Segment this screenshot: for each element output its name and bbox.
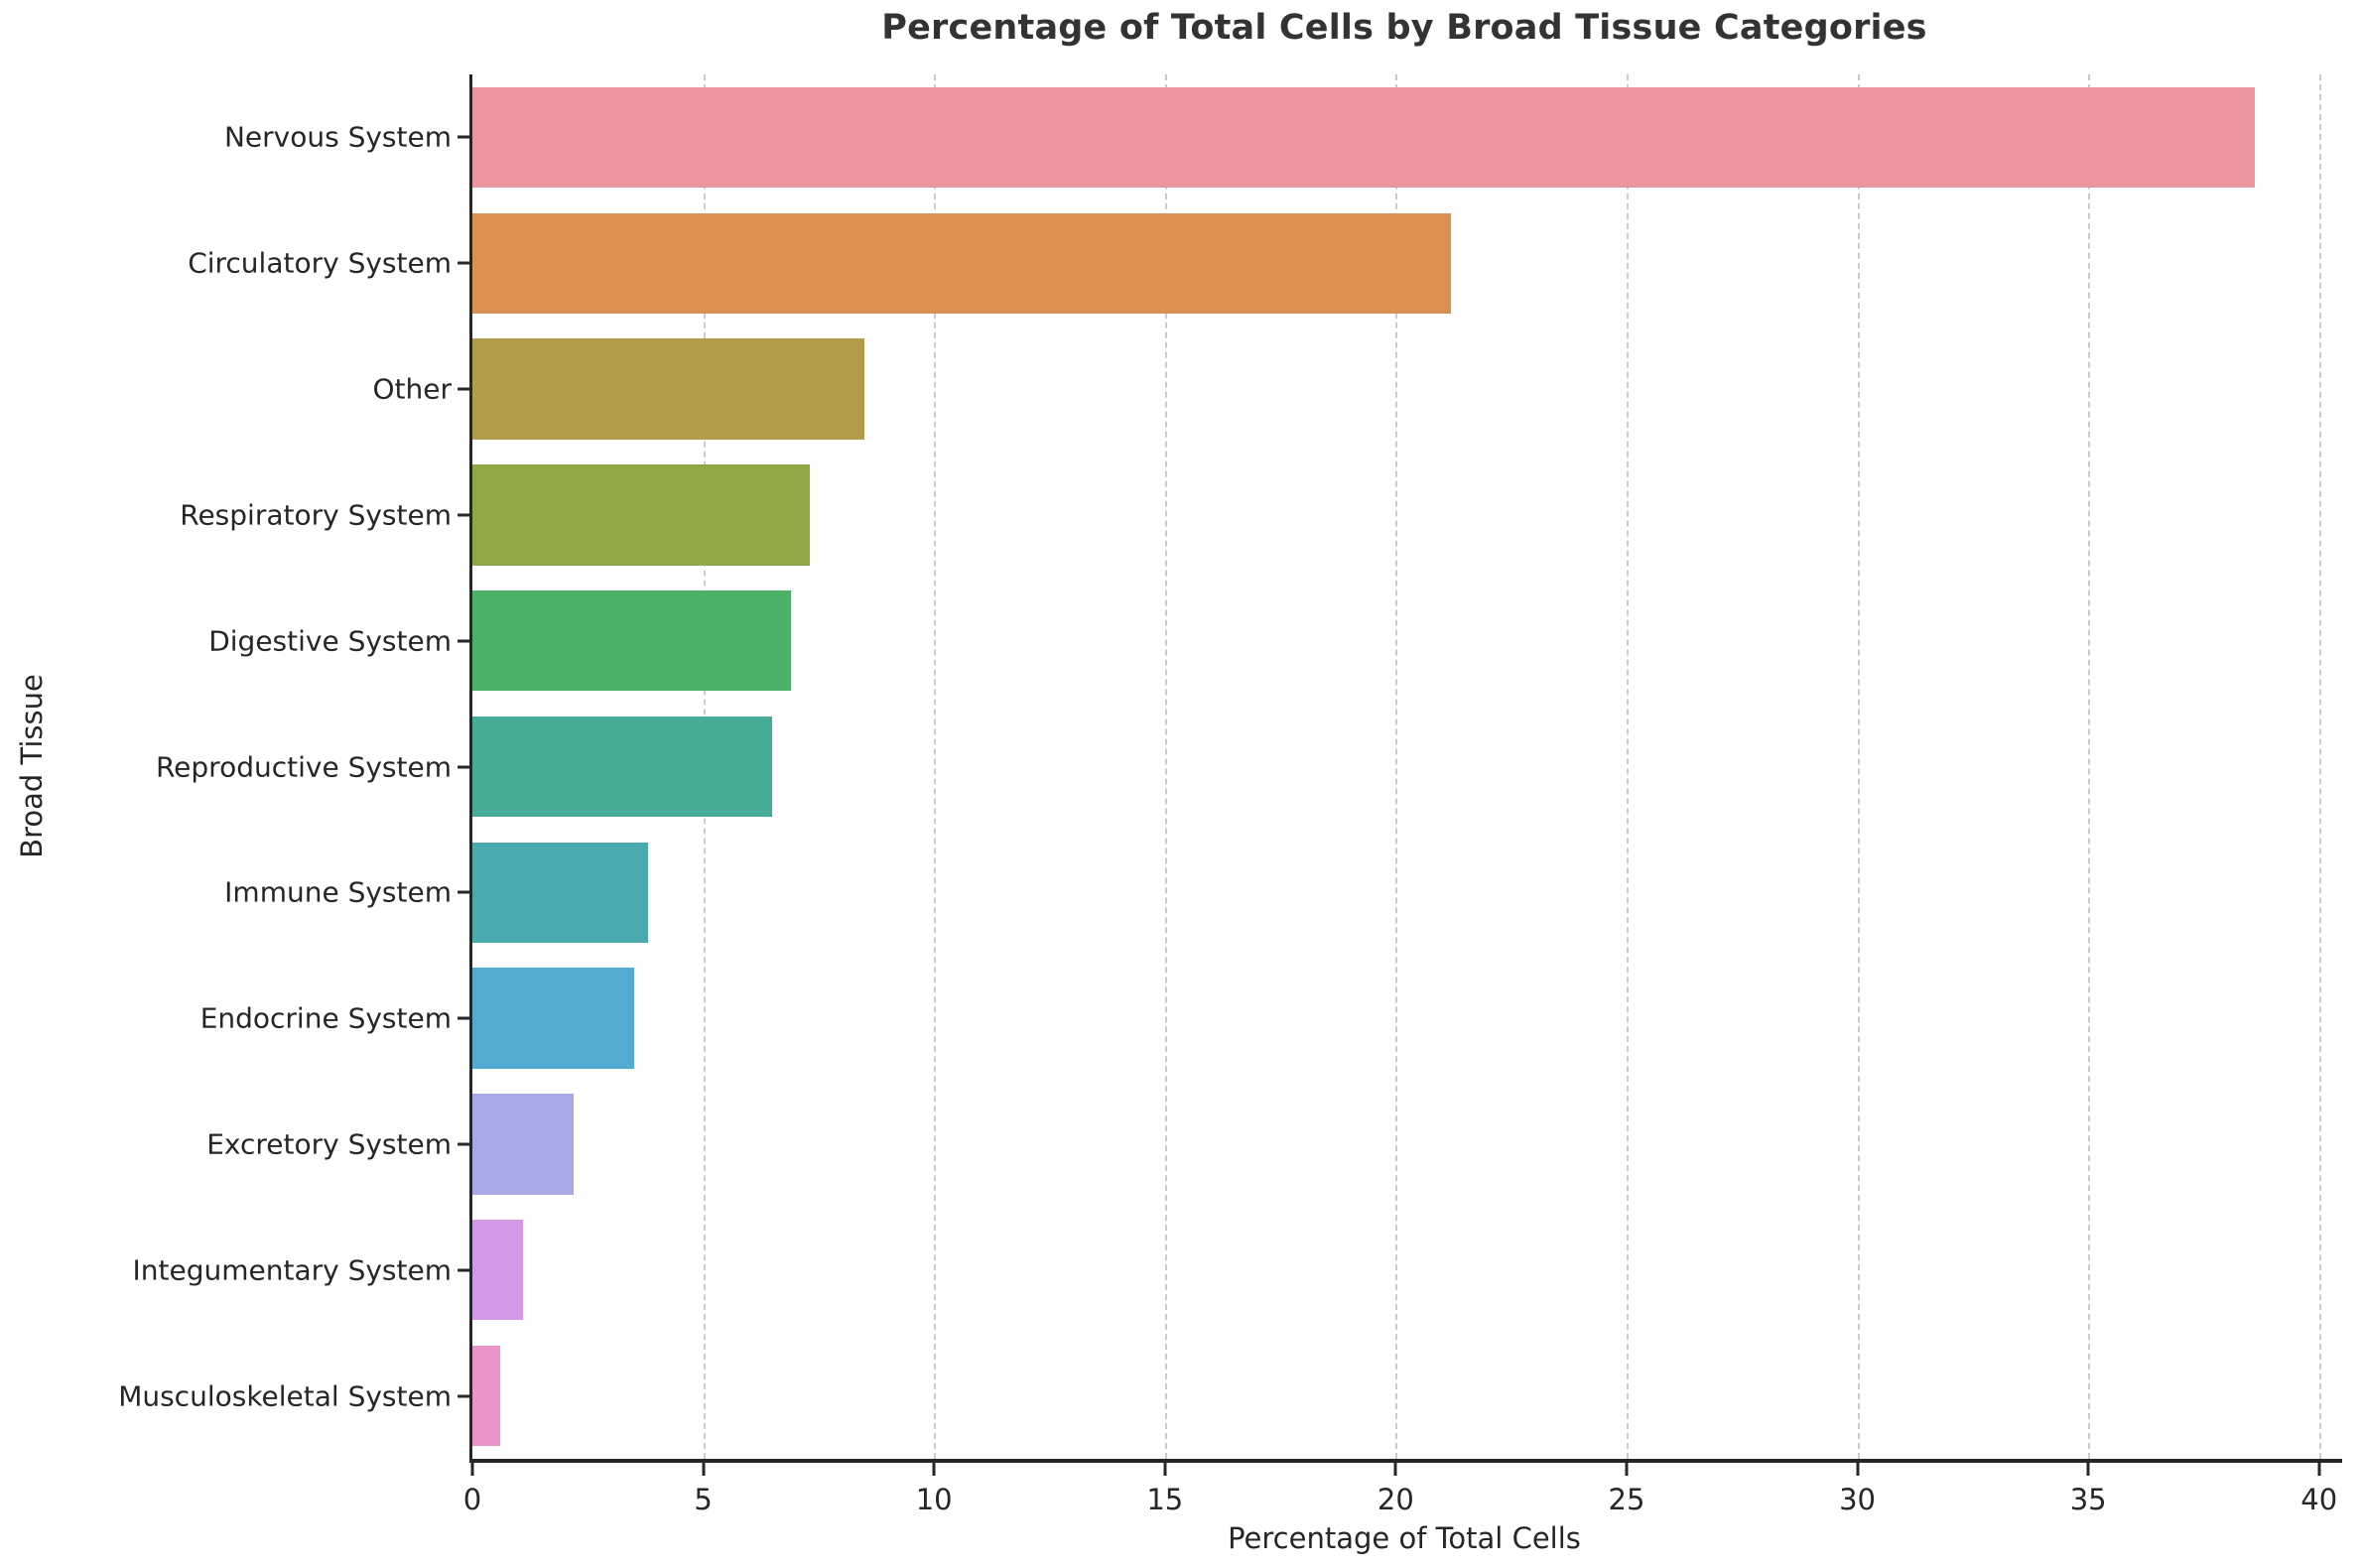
bar-musculoskeletal-system xyxy=(472,1345,500,1447)
xtick-label-0: 0 xyxy=(462,1483,482,1516)
bar-nervous-system xyxy=(472,86,2255,189)
gridline-35 xyxy=(2088,74,2091,1459)
xtick-mark-15 xyxy=(1163,1463,1167,1476)
ytick-label-digestive-system: Digestive System xyxy=(208,624,452,658)
ytick-label-musculoskeletal-system: Musculoskeletal System xyxy=(118,1379,452,1413)
xtick-mark-35 xyxy=(2086,1463,2090,1476)
xtick-mark-40 xyxy=(2317,1463,2321,1476)
gridline-30 xyxy=(1857,74,1860,1459)
xtick-label-20: 20 xyxy=(1377,1483,1414,1516)
bar-reproductive-system xyxy=(472,716,773,818)
ytick-label-respiratory-system: Respiratory System xyxy=(180,498,452,532)
bar-endocrine-system xyxy=(472,968,634,1069)
xtick-mark-5 xyxy=(702,1463,706,1476)
gridline-25 xyxy=(1626,74,1629,1459)
bar-integumentary-system xyxy=(472,1220,524,1321)
gridline-15 xyxy=(1164,74,1167,1459)
gridline-20 xyxy=(1395,74,1398,1459)
ytick-label-other: Other xyxy=(372,372,452,406)
bar-other xyxy=(472,338,865,440)
ytick-mark xyxy=(458,1142,469,1146)
chart-title: Percentage of Total Cells by Broad Tissu… xyxy=(881,8,1927,48)
plot-area xyxy=(469,74,2342,1463)
ytick-mark xyxy=(458,1016,469,1020)
gridline-10 xyxy=(934,74,937,1459)
ytick-mark xyxy=(458,135,469,139)
xtick-label-10: 10 xyxy=(915,1483,953,1516)
x-axis-label: Percentage of Total Cells xyxy=(1228,1521,1581,1555)
bar-excretory-system xyxy=(472,1094,575,1195)
ytick-mark xyxy=(458,387,469,391)
ytick-mark xyxy=(458,1268,469,1272)
xtick-mark-0 xyxy=(470,1463,474,1476)
ytick-mark xyxy=(458,765,469,768)
bar-respiratory-system xyxy=(472,464,810,566)
xtick-label-30: 30 xyxy=(1839,1483,1876,1516)
bar-circulatory-system xyxy=(472,212,1452,314)
ytick-label-immune-system: Immune System xyxy=(224,875,452,909)
ytick-mark xyxy=(458,1394,469,1398)
xtick-label-35: 35 xyxy=(2069,1483,2107,1516)
gridline-40 xyxy=(2318,74,2321,1459)
xtick-label-5: 5 xyxy=(694,1483,713,1516)
xtick-mark-30 xyxy=(1856,1463,1860,1476)
ytick-label-excretory-system: Excretory System xyxy=(206,1127,452,1161)
bar-immune-system xyxy=(472,842,648,944)
bar-digestive-system xyxy=(472,589,791,692)
xtick-mark-10 xyxy=(932,1463,936,1476)
xtick-label-25: 25 xyxy=(1608,1483,1645,1516)
ytick-mark xyxy=(458,639,469,643)
xtick-mark-25 xyxy=(1625,1463,1629,1476)
ytick-label-circulatory-system: Circulatory System xyxy=(188,246,452,280)
xtick-label-15: 15 xyxy=(1146,1483,1184,1516)
ytick-mark xyxy=(458,890,469,894)
ytick-label-integumentary-system: Integumentary System xyxy=(132,1253,452,1287)
xtick-label-40: 40 xyxy=(2300,1483,2338,1516)
ytick-mark xyxy=(458,513,469,517)
xtick-mark-20 xyxy=(1393,1463,1397,1476)
ytick-mark xyxy=(458,261,469,265)
ytick-label-endocrine-system: Endocrine System xyxy=(199,1001,452,1035)
ytick-label-reproductive-system: Reproductive System xyxy=(155,750,452,783)
ytick-label-nervous-system: Nervous System xyxy=(223,120,452,154)
